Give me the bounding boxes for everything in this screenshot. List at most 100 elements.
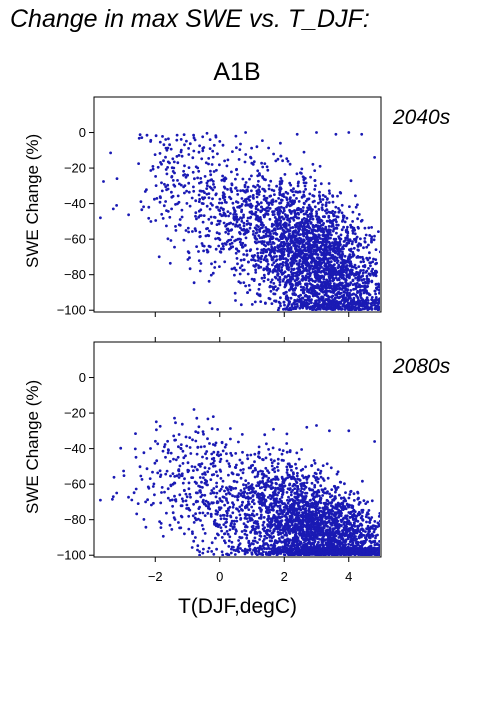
data-point <box>253 226 257 230</box>
data-point <box>291 231 295 235</box>
data-point <box>169 239 173 242</box>
data-point <box>310 301 313 305</box>
data-point <box>265 241 269 245</box>
data-point <box>246 272 250 276</box>
data-point <box>368 536 372 540</box>
data-point <box>295 197 298 200</box>
data-point <box>374 283 378 286</box>
data-point <box>322 260 326 264</box>
data-point <box>349 490 352 494</box>
data-point <box>158 152 162 155</box>
data-point <box>238 148 242 152</box>
data-point <box>328 279 332 283</box>
data-point <box>262 527 265 531</box>
data-point <box>268 452 272 456</box>
data-point <box>180 497 184 501</box>
data-point <box>369 305 373 309</box>
data-point <box>334 132 338 136</box>
data-point <box>312 234 316 238</box>
data-point <box>377 283 380 287</box>
data-point <box>268 207 272 210</box>
data-point <box>348 295 351 299</box>
data-point <box>341 264 344 268</box>
data-point <box>308 282 312 285</box>
data-point <box>328 527 332 530</box>
data-point <box>305 286 309 290</box>
data-point <box>314 214 318 218</box>
data-point <box>183 143 186 147</box>
data-point <box>182 169 186 173</box>
data-point <box>299 210 303 214</box>
data-point <box>198 230 202 234</box>
data-point <box>324 262 328 266</box>
data-point <box>198 235 202 239</box>
data-point <box>311 289 315 293</box>
data-point <box>242 199 246 203</box>
data-point <box>322 230 326 234</box>
data-point <box>345 291 349 295</box>
data-point <box>276 245 280 249</box>
data-point <box>323 257 327 261</box>
data-point <box>186 250 190 254</box>
data-point <box>301 279 304 282</box>
data-point <box>329 236 332 240</box>
data-point <box>320 219 324 223</box>
data-point <box>343 284 347 287</box>
data-point <box>322 222 325 225</box>
data-point <box>338 287 342 291</box>
data-point <box>159 161 162 164</box>
data-point <box>233 273 236 277</box>
data-point <box>257 202 260 206</box>
data-point <box>306 197 310 201</box>
data-point <box>328 246 331 250</box>
data-point <box>317 215 320 219</box>
data-point <box>187 166 191 170</box>
data-point <box>236 193 240 196</box>
data-point <box>290 305 294 308</box>
data-point <box>207 217 211 221</box>
data-point <box>296 471 299 475</box>
data-point <box>364 289 367 292</box>
data-point <box>272 286 275 290</box>
data-point <box>273 228 277 231</box>
data-point <box>328 286 332 290</box>
data-point <box>140 136 144 140</box>
data-point <box>207 162 210 166</box>
data-point <box>241 177 245 181</box>
data-point <box>262 215 266 219</box>
data-point <box>201 149 205 153</box>
data-point <box>145 467 149 471</box>
data-point <box>295 255 299 259</box>
data-point <box>327 252 330 256</box>
data-point <box>313 179 317 183</box>
data-point <box>247 481 250 485</box>
data-point <box>185 202 189 205</box>
data-point <box>230 190 234 194</box>
data-point <box>285 450 289 454</box>
data-point <box>356 528 360 532</box>
data-point <box>373 543 377 547</box>
data-point <box>361 289 365 292</box>
data-point <box>320 298 324 302</box>
data-point <box>208 138 212 142</box>
data-point <box>256 183 260 187</box>
data-point <box>371 260 375 264</box>
data-point <box>297 264 301 268</box>
data-point <box>182 185 186 189</box>
data-point <box>325 282 329 286</box>
data-point <box>263 189 267 193</box>
data-point <box>209 492 213 495</box>
data-point <box>228 195 231 199</box>
data-point <box>321 198 325 201</box>
data-point <box>286 237 290 241</box>
data-point <box>258 228 261 232</box>
data-point <box>212 170 216 173</box>
data-point <box>174 438 178 442</box>
data-point <box>302 217 306 220</box>
data-point <box>221 191 225 195</box>
data-point <box>282 192 285 196</box>
data-point <box>273 292 277 296</box>
data-point <box>368 273 372 277</box>
data-point <box>361 281 365 285</box>
data-point <box>227 539 231 543</box>
